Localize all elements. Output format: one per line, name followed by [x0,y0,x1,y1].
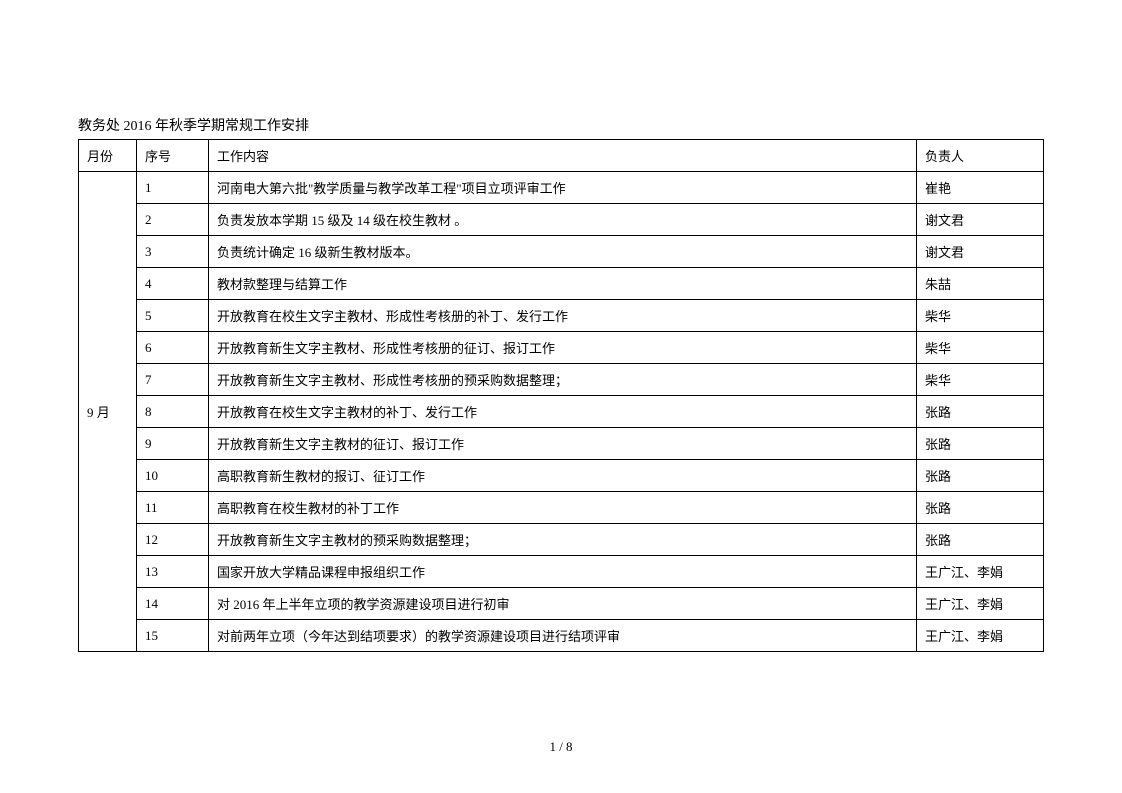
content-cell: 教材款整理与结算工作 [209,268,917,300]
table-row: 2负责发放本学期 15 级及 14 级在校生教材 。谢文君 [79,204,1044,236]
person-cell: 张路 [917,428,1044,460]
month-cell: 9 月 [79,172,137,652]
index-cell: 15 [137,620,209,652]
index-cell: 3 [137,236,209,268]
content-cell: 开放教育新生文字主教材的预采购数据整理； [209,524,917,556]
table-row: 14对 2016 年上半年立项的教学资源建设项目进行初审王广江、李娟 [79,588,1044,620]
person-cell: 谢文君 [917,236,1044,268]
index-cell: 14 [137,588,209,620]
content-cell: 开放教育在校生文字主教材的补丁、发行工作 [209,396,917,428]
index-cell: 12 [137,524,209,556]
index-cell: 2 [137,204,209,236]
header-index: 序号 [137,140,209,172]
table-row: 5开放教育在校生文字主教材、形成性考核册的补丁、发行工作柴华 [79,300,1044,332]
table-row: 10高职教育新生教材的报订、征订工作张路 [79,460,1044,492]
table-row: 8开放教育在校生文字主教材的补丁、发行工作张路 [79,396,1044,428]
table-row: 7开放教育新生文字主教材、形成性考核册的预采购数据整理；柴华 [79,364,1044,396]
person-cell: 柴华 [917,332,1044,364]
person-cell: 柴华 [917,364,1044,396]
person-cell: 张路 [917,492,1044,524]
person-cell: 朱喆 [917,268,1044,300]
content-cell: 开放教育新生文字主教材的征订、报订工作 [209,428,917,460]
table-row: 15对前两年立项（今年达到结项要求）的教学资源建设项目进行结项评审王广江、李娟 [79,620,1044,652]
index-cell: 10 [137,460,209,492]
table-body: 9 月1河南电大第六批"教学质量与教学改革工程"项目立项评审工作崔艳2负责发放本… [79,172,1044,652]
page-number: 1 / 8 [0,739,1122,755]
index-cell: 9 [137,428,209,460]
index-cell: 8 [137,396,209,428]
header-month: 月份 [79,140,137,172]
schedule-table: 月份 序号 工作内容 负责人 9 月1河南电大第六批"教学质量与教学改革工程"项… [78,139,1044,652]
index-cell: 6 [137,332,209,364]
person-cell: 张路 [917,524,1044,556]
content-cell: 高职教育在校生教材的补丁工作 [209,492,917,524]
header-content: 工作内容 [209,140,917,172]
table-row: 11高职教育在校生教材的补丁工作张路 [79,492,1044,524]
person-cell: 崔艳 [917,172,1044,204]
index-cell: 5 [137,300,209,332]
content-cell: 对前两年立项（今年达到结项要求）的教学资源建设项目进行结项评审 [209,620,917,652]
content-cell: 开放教育新生文字主教材、形成性考核册的预采购数据整理； [209,364,917,396]
person-cell: 谢文君 [917,204,1044,236]
index-cell: 1 [137,172,209,204]
index-cell: 13 [137,556,209,588]
content-cell: 负责统计确定 16 级新生教材版本。 [209,236,917,268]
person-cell: 张路 [917,460,1044,492]
content-cell: 国家开放大学精品课程申报组织工作 [209,556,917,588]
document-title: 教务处 2016 年秋季学期常规工作安排 [78,115,1044,135]
table-row: 4教材款整理与结算工作朱喆 [79,268,1044,300]
table-row: 12开放教育新生文字主教材的预采购数据整理；张路 [79,524,1044,556]
table-row: 13国家开放大学精品课程申报组织工作王广江、李娟 [79,556,1044,588]
content-cell: 对 2016 年上半年立项的教学资源建设项目进行初审 [209,588,917,620]
person-cell: 王广江、李娟 [917,620,1044,652]
table-header-row: 月份 序号 工作内容 负责人 [79,140,1044,172]
index-cell: 4 [137,268,209,300]
content-cell: 河南电大第六批"教学质量与教学改革工程"项目立项评审工作 [209,172,917,204]
content-cell: 负责发放本学期 15 级及 14 级在校生教材 。 [209,204,917,236]
content-cell: 开放教育在校生文字主教材、形成性考核册的补丁、发行工作 [209,300,917,332]
table-row: 3负责统计确定 16 级新生教材版本。谢文君 [79,236,1044,268]
table-row: 9 月1河南电大第六批"教学质量与教学改革工程"项目立项评审工作崔艳 [79,172,1044,204]
index-cell: 11 [137,492,209,524]
table-row: 9开放教育新生文字主教材的征订、报订工作张路 [79,428,1044,460]
person-cell: 王广江、李娟 [917,588,1044,620]
person-cell: 王广江、李娟 [917,556,1044,588]
person-cell: 张路 [917,396,1044,428]
header-person: 负责人 [917,140,1044,172]
person-cell: 柴华 [917,300,1044,332]
content-cell: 高职教育新生教材的报订、征订工作 [209,460,917,492]
table-row: 6开放教育新生文字主教材、形成性考核册的征订、报订工作柴华 [79,332,1044,364]
index-cell: 7 [137,364,209,396]
content-cell: 开放教育新生文字主教材、形成性考核册的征订、报订工作 [209,332,917,364]
